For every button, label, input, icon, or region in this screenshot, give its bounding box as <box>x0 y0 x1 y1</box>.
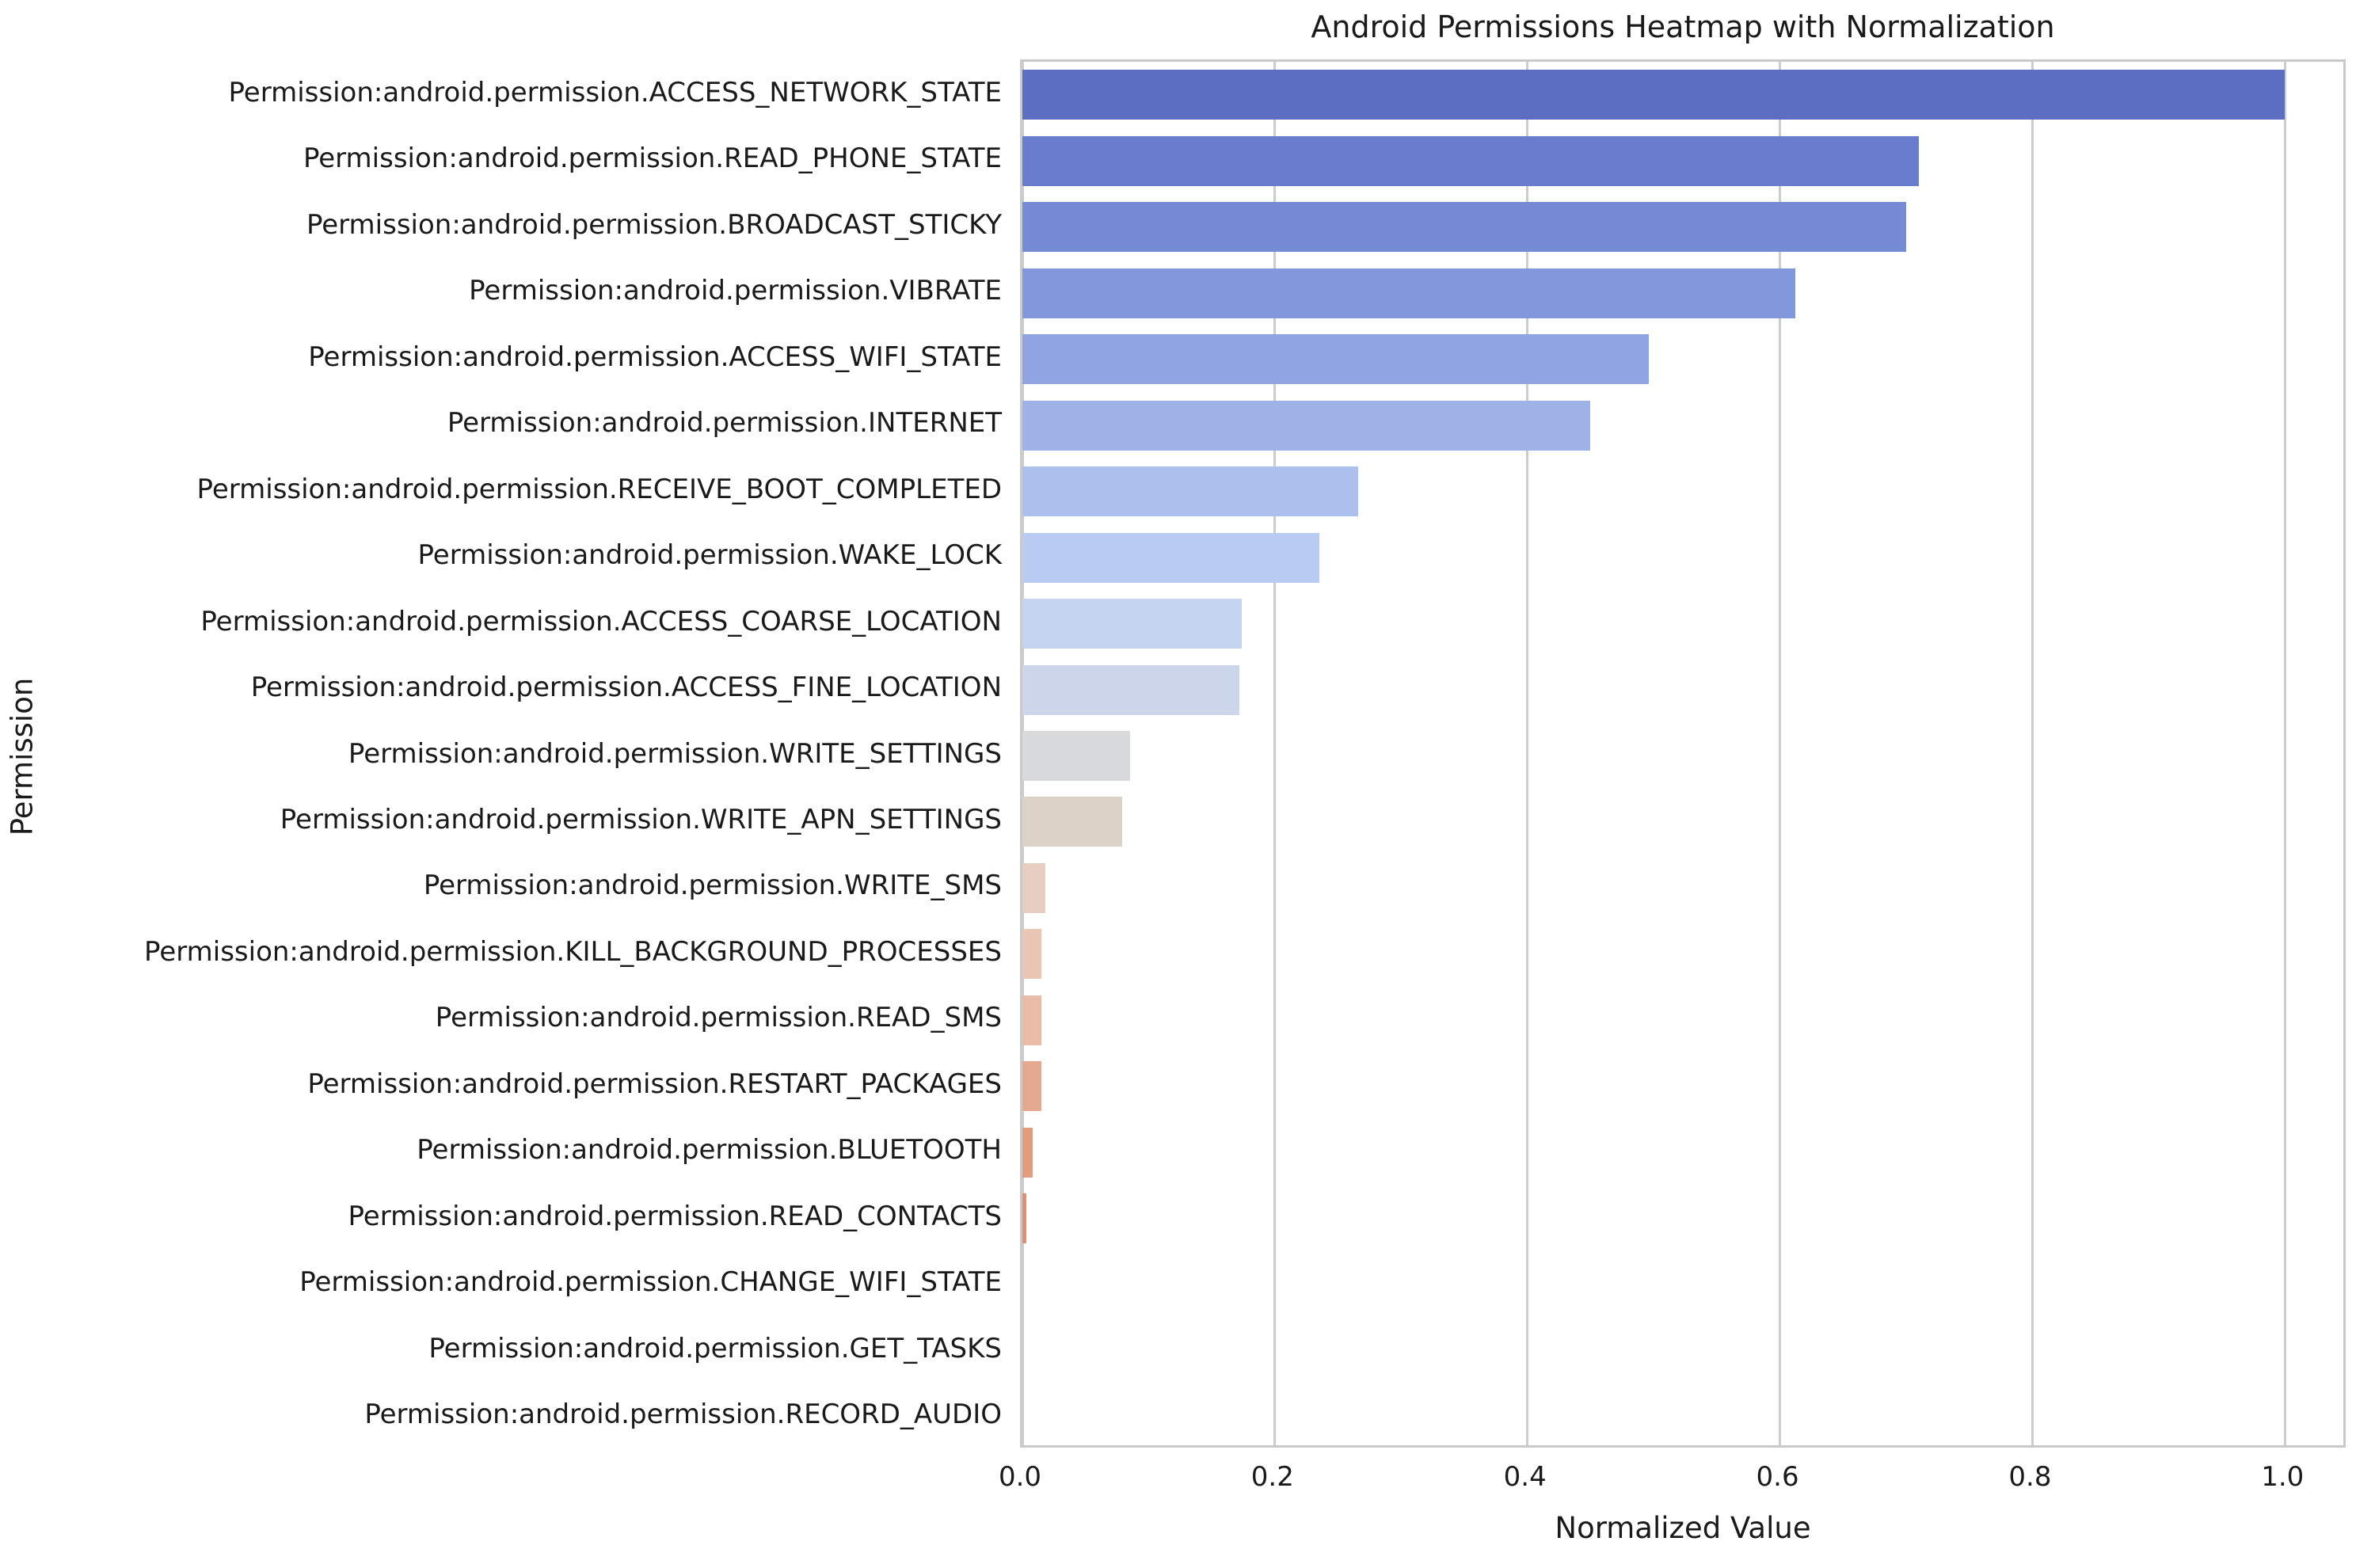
x-tick-label: 0.2 <box>1250 1461 1294 1493</box>
x-tick-label: 1.0 <box>2261 1461 2305 1493</box>
x-tick-label: 0.6 <box>1756 1461 1799 1493</box>
y-tick-label: Permission:android.permission.ACCESS_FIN… <box>250 672 1002 704</box>
y-tick-label: Permission:android.permission.INTERNET <box>447 407 1002 440</box>
y-tick-label: Permission:android.permission.WAKE_LOCK <box>417 539 1002 572</box>
bar-WRITE_SETTINGS <box>1022 731 1130 781</box>
gridline-x-0.2 <box>1273 62 1277 1445</box>
x-axis-label: Normalized Value <box>1555 1511 1811 1545</box>
y-tick-label: Permission:android.permission.WRITE_SMS <box>423 870 1002 902</box>
bar-WAKE_LOCK <box>1022 532 1319 583</box>
bar-ACCESS_NETWORK_STATE <box>1022 70 2285 120</box>
x-tick-label: 0.0 <box>998 1461 1042 1493</box>
bar-READ_PHONE_STATE <box>1022 135 1919 186</box>
x-tick-label: 0.8 <box>2008 1461 2052 1493</box>
y-tick-label: Permission:android.permission.ACCESS_COA… <box>200 605 1002 637</box>
bar-RESTART_PACKAGES <box>1022 1061 1041 1112</box>
bar-ACCESS_COARSE_LOCATION <box>1022 599 1242 649</box>
y-tick-label: Permission:android.permission.READ_SMS <box>435 1002 1002 1034</box>
y-tick-label: Permission:android.permission.VIBRATE <box>469 275 1002 307</box>
y-tick-label: Permission:android.permission.GET_TASKS <box>428 1332 1002 1364</box>
y-tick-label: Permission:android.permission.CHANGE_WIF… <box>299 1266 1002 1299</box>
y-tick-label: Permission:android.permission.KILL_BACKG… <box>144 935 1002 968</box>
x-tick-label: 0.4 <box>1503 1461 1547 1493</box>
plot-area <box>1020 59 2346 1448</box>
y-tick-label: Permission:android.permission.RECEIVE_BO… <box>196 473 1002 505</box>
bar-BROADCAST_STICKY <box>1022 202 1906 253</box>
bar-ACCESS_WIFI_STATE <box>1022 334 1649 385</box>
bar-READ_SMS <box>1022 995 1041 1045</box>
gridline-x-0.6 <box>1779 62 1782 1445</box>
y-tick-label: Permission:android.permission.RESTART_PA… <box>307 1068 1002 1100</box>
bar-RECEIVE_BOOT_COMPLETED <box>1022 466 1358 517</box>
gridline-x-1.0 <box>2283 62 2286 1445</box>
y-tick-label: Permission:android.permission.READ_PHONE… <box>303 143 1002 175</box>
y-tick-label: Permission:android.permission.WRITE_SETT… <box>348 737 1002 770</box>
y-axis-label: Permission <box>5 677 40 836</box>
bar-ACCESS_FINE_LOCATION <box>1022 664 1239 715</box>
bar-WRITE_SMS <box>1022 862 1045 913</box>
gridline-x-0.4 <box>1526 62 1529 1445</box>
y-tick-label: Permission:android.permission.BLUETOOTH <box>417 1134 1002 1166</box>
chart-title: Android Permissions Heatmap with Normali… <box>1311 10 2055 44</box>
gridline-x-0.8 <box>2031 62 2034 1445</box>
y-tick-label: Permission:android.permission.ACCESS_WIF… <box>308 341 1002 373</box>
bar-VIBRATE <box>1022 268 1795 318</box>
y-tick-label: Permission:android.permission.BROADCAST_… <box>306 208 1002 241</box>
bar-INTERNET <box>1022 400 1590 451</box>
y-tick-label: Permission:android.permission.WRITE_APN_… <box>280 803 1002 835</box>
y-tick-label: Permission:android.permission.RECORD_AUD… <box>364 1399 1002 1431</box>
bar-KILL_BACKGROUND_PROCESSES <box>1022 929 1041 980</box>
bar-BLUETOOTH <box>1022 1127 1033 1178</box>
y-tick-label: Permission:android.permission.ACCESS_NET… <box>228 76 1002 108</box>
bar-READ_CONTACTS <box>1022 1193 1026 1244</box>
bar-WRITE_APN_SETTINGS <box>1022 797 1122 847</box>
y-tick-label: Permission:android.permission.READ_CONTA… <box>348 1200 1002 1232</box>
